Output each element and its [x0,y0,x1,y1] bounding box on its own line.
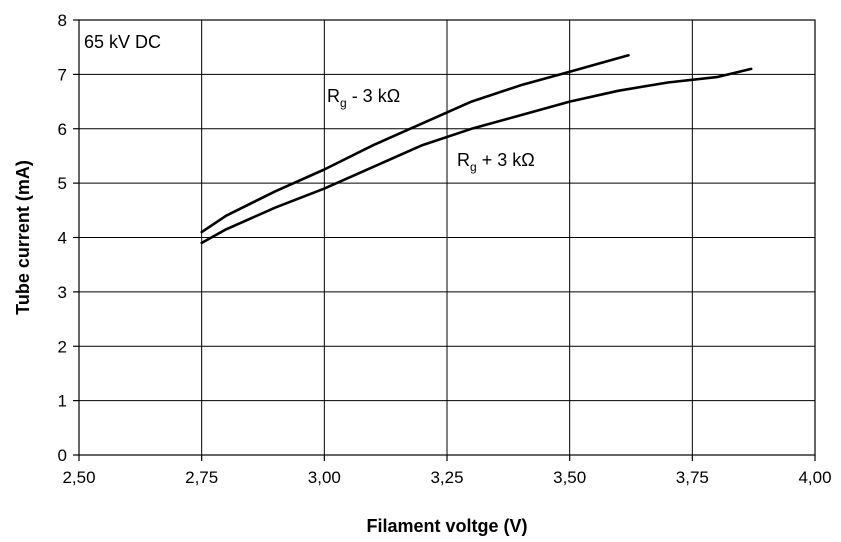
x-tick-label: 3,25 [430,468,463,487]
condition-annotation: 65 kV DC [84,32,161,52]
y-tick-label: 7 [58,65,67,84]
series-line-1 [200,67,753,245]
ticks-layer [73,19,816,461]
series-label-rg-minus: Rg - 3 kΩ [327,86,400,110]
y-tick-label: 5 [58,174,67,193]
series-label-subscript: g [340,96,347,110]
series-label-rest: + 3 kΩ [477,150,535,170]
series-label-subscript: g [470,160,477,174]
x-axis-title: Filament voltge (V) [366,516,527,536]
y-tick-label: 8 [58,11,67,30]
series-layer [200,53,753,245]
y-tick-label: 3 [58,283,67,302]
x-tick-label: 3,50 [553,468,586,487]
y-axis-title: Tube current (mA) [13,160,33,315]
y-tick-label: 6 [58,120,67,139]
y-tick-label: 4 [58,229,67,248]
label-layer: 2,50 2,75 3,00 3,25 3,50 3,75 4,00 0 1 2 3 4 5 6 7 8 [58,11,832,487]
y-tick-label: 2 [58,337,67,356]
x-tick-label: 4,00 [798,468,831,487]
y-tick-label: 1 [58,392,67,411]
x-tick-label: 3,00 [308,468,341,487]
x-tick-label: 2,75 [185,468,218,487]
series-label-rg-plus: Rg + 3 kΩ [457,150,535,174]
y-tick-label: 0 [58,446,67,465]
series-label-main: R [327,86,340,106]
x-tick-label: 3,75 [676,468,709,487]
series-line-0 [200,53,630,234]
series-label-main: R [457,150,470,170]
series-label-rest: - 3 kΩ [347,86,400,106]
grid-layer [79,20,815,455]
x-tick-label: 2,50 [62,468,95,487]
